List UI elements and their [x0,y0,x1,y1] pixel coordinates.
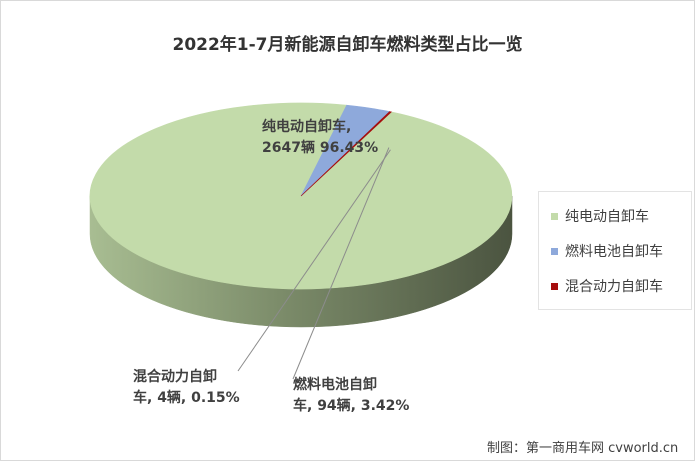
leader-lines [237,147,391,380]
data-label-hybrid-line2: 车, 4辆, 0.15% [133,390,240,406]
chart-title: 2022年1-7月新能源自卸车燃料类型占比一览 [172,35,523,55]
legend-item-fcev: 燃料电池自卸车 [551,241,663,261]
legend-swatch-bev [551,212,558,220]
data-label-bev: 纯电动自卸车, 2647辆 96.43% [262,117,378,159]
legend-label-fcev: 燃料电池自卸车 [565,244,663,260]
legend-label-bev: 纯电动自卸车 [565,209,649,225]
data-label-fcev-line1: 燃料电池自卸 [293,377,377,393]
data-label-bev-line1: 纯电动自卸车, [262,119,352,135]
legend-label-hybrid: 混合动力自卸车 [565,279,663,295]
chart-legend: 纯电动自卸车 燃料电池自卸车 混合动力自卸车 [538,191,692,310]
legend-swatch-fcev [551,247,558,255]
pie-body [89,102,513,328]
chart-credit: 制图：第一商用车网 cvworld.cn [487,441,679,456]
data-label-hybrid: 混合动力自卸 车, 4辆, 0.15% [133,367,240,409]
data-label-fcev-line2: 车, 94辆, 3.42% [293,398,410,414]
leader-line-hybrid [237,149,391,372]
data-label-hybrid-line1: 混合动力自卸 [133,369,217,385]
legend-item-hybrid: 混合动力自卸车 [551,276,663,296]
legend-item-bev: 纯电动自卸车 [551,206,649,226]
legend-swatch-hybrid [551,282,558,290]
leader-line-fcev [292,147,390,380]
data-label-fcev: 燃料电池自卸 车, 94辆, 3.42% [293,375,409,417]
pie-slice-hybrid [300,111,392,197]
data-label-bev-line2: 2647辆 96.43% [262,140,379,156]
